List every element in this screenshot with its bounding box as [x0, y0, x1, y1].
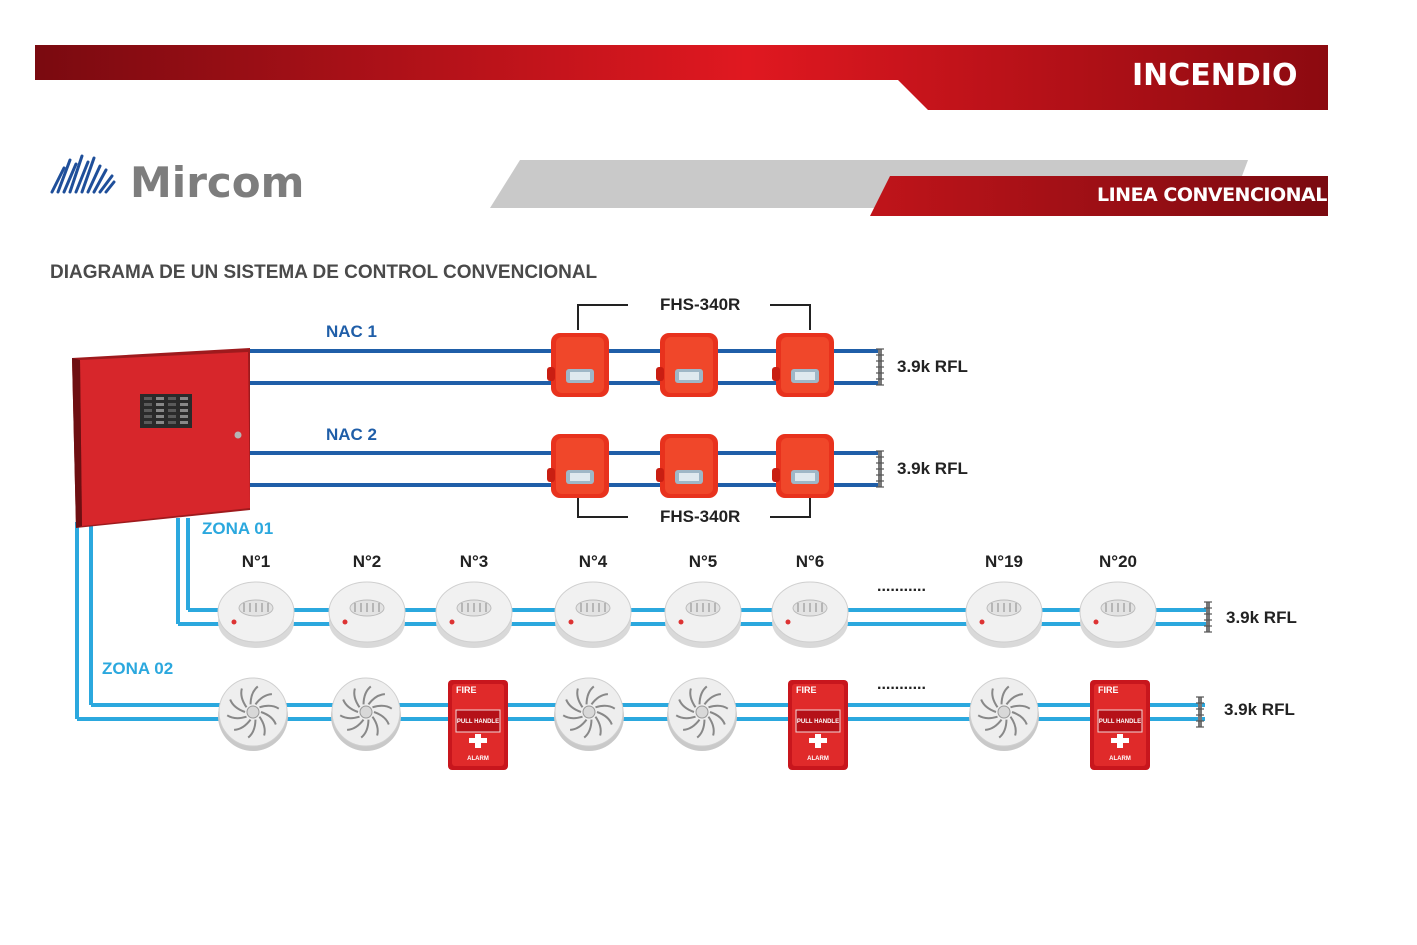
smoke-detector-5 — [664, 581, 742, 648]
horn-strobe-4 — [547, 434, 609, 498]
svg-text:PULL HANDLE: PULL HANDLE — [797, 719, 839, 725]
mircom-logo-icon — [50, 154, 116, 194]
fhs-bottom-label: FHS-340R — [660, 507, 741, 526]
horn-strobe-5 — [656, 434, 718, 498]
zone1-device-number: N°4 — [578, 552, 608, 571]
nac2-label: NAC 2 — [326, 425, 378, 444]
smoke-detector-6 — [771, 581, 849, 648]
eol-resistor-zone1 — [1204, 601, 1212, 633]
nac1-label: NAC 1 — [326, 322, 378, 341]
smoke-detector-4 — [554, 581, 632, 648]
smoke-detector-7 — [965, 581, 1043, 648]
svg-text:PULL HANDLE: PULL HANDLE — [457, 719, 499, 725]
heat-detector-7 — [969, 677, 1039, 751]
section-title: INCENDIO — [1132, 58, 1298, 93]
zone1-device-number: N°1 — [241, 552, 271, 571]
eol-resistor-nac2 — [876, 450, 884, 488]
horn-strobe-2 — [656, 333, 718, 397]
svg-text:PULL HANDLE: PULL HANDLE — [1099, 719, 1141, 725]
zone1-device-number: N°19 — [985, 552, 1023, 571]
smoke-detector-3 — [435, 581, 513, 648]
pull-station-8: FIRE PULL HANDLE ALARM — [1090, 680, 1150, 770]
rfl-nac2-label: 3.9k RFL — [897, 459, 968, 478]
horn-strobe-6 — [772, 434, 834, 498]
fhs-top-label: FHS-340R — [660, 295, 741, 314]
control-panel — [72, 348, 250, 528]
heat-detector-2 — [331, 677, 401, 751]
heat-detector-5 — [667, 677, 737, 751]
horn-strobe-1 — [547, 333, 609, 397]
panel-key — [234, 431, 242, 439]
svg-text:ALARM: ALARM — [467, 756, 489, 762]
rfl-nac1-label: 3.9k RFL — [897, 357, 968, 376]
header-graphics — [35, 45, 1328, 216]
svg-text:ALARM: ALARM — [807, 756, 829, 762]
zone1-device-number: N°6 — [795, 552, 825, 571]
zone1-device-number: N°5 — [688, 552, 718, 571]
eol-resistor-nac1 — [876, 348, 884, 386]
smoke-detector-8 — [1079, 581, 1157, 648]
smoke-detector-2 — [328, 581, 406, 648]
pull-station-6: FIRE PULL HANDLE ALARM — [788, 680, 848, 770]
fhs-bottom-bracket — [577, 498, 811, 518]
zone2-ellipsis: ........... — [877, 676, 926, 693]
heat-detector-4 — [554, 677, 624, 751]
fhs-top-bracket — [577, 304, 811, 330]
eol-resistor-zone2 — [1196, 696, 1204, 728]
zona2-label: ZONA 02 — [102, 659, 174, 678]
subsection-title: LINEA CONVENCIONAL — [1097, 184, 1327, 206]
svg-text:FIRE: FIRE — [796, 685, 817, 695]
zone1-device-number: N°2 — [352, 552, 382, 571]
zone1-device-number: N°3 — [459, 552, 489, 571]
brand-logo-text: Mircom — [130, 158, 305, 207]
horn-strobe-3 — [772, 333, 834, 397]
zone1-device-number: N°20 — [1099, 552, 1137, 571]
pull-station-3: FIRE PULL HANDLE ALARM — [448, 680, 508, 770]
rfl-zone1-label: 3.9k RFL — [1226, 608, 1297, 627]
zona1-label: ZONA 01 — [202, 519, 274, 538]
smoke-detector-1 — [217, 581, 295, 648]
svg-text:FIRE: FIRE — [1098, 685, 1119, 695]
top-banner — [35, 45, 1328, 110]
svg-text:ALARM: ALARM — [1109, 756, 1131, 762]
zone1-ellipsis: ........... — [877, 578, 926, 595]
diagram-title: DIAGRAMA DE UN SISTEMA DE CONTROL CONVEN… — [50, 262, 598, 283]
heat-detector-1 — [218, 677, 288, 751]
rfl-zone2-label: 3.9k RFL — [1224, 700, 1295, 719]
subsection-banner — [870, 176, 1328, 216]
svg-text:FIRE: FIRE — [456, 685, 477, 695]
